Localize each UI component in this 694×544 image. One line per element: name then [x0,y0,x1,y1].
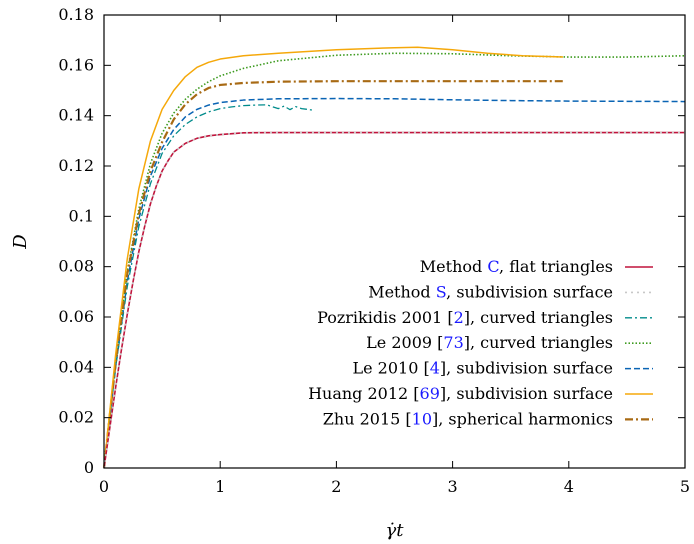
legend-reference-link[interactable]: 10 [412,409,432,428]
plot-frame [103,14,686,469]
legend-label-text: Pozrikidis 2001 [ [317,308,453,327]
y-tick-label: 0.06 [58,307,94,326]
x-tick-label: 1 [215,477,225,496]
y-tick-label: 0.16 [58,55,94,74]
legend-label-text: ], subdivision surface [440,359,613,378]
x-tick-label: 4 [564,477,574,496]
legend-reference-link[interactable]: C [487,257,499,276]
y-tick-label: 0.14 [58,106,94,125]
legend-reference-link[interactable]: S [436,282,446,301]
series-line [103,131,685,469]
y-tick-label: 0.12 [58,156,94,175]
legend-label: Le 2009 [73], curved triangles [366,333,613,352]
legend-reference-link[interactable]: 73 [443,333,463,352]
series-line [103,97,686,469]
x-tick-label: 5 [680,477,690,496]
y-tick-label: 0 [84,458,94,477]
legend-label-text: ], spherical harmonics [432,409,613,428]
legend-label: Zhu 2015 [10], spherical harmonics [323,409,613,428]
y-tick-label: 0.04 [58,357,94,376]
series-line [103,46,564,469]
legend-label-text: Zhu 2015 [ [323,409,412,428]
legend-label: Huang 2012 [69], subdivision surface [308,384,613,403]
y-tick-label: 0.08 [58,257,94,276]
legend-label-text: Le 2010 [ [352,359,429,378]
x-tick-label: 2 [331,477,341,496]
x-tick-label: 0 [99,477,109,496]
legend-label-text: , subdivision surface [446,282,613,301]
x-axis-label: γ̇t [386,520,405,541]
legend-label-text: ], curved triangles [464,333,613,352]
y-tick-label: 0.02 [58,408,94,427]
legend-label: Method S, subdivision surface [368,282,613,301]
legend-label-text: , flat triangles [499,257,613,276]
series-line [102,80,563,469]
legend-reference-link[interactable]: 2 [454,308,464,327]
y-tick-label: 0.18 [58,5,94,24]
y-tick-label: 0.1 [69,206,94,225]
series-line [103,104,314,469]
legend-label: Le 2010 [4], subdivision surface [352,359,613,378]
legend-label: Pozrikidis 2001 [2], curved triangles [317,308,613,327]
series-layer [102,46,686,469]
legend-label: Method C, flat triangles [420,257,613,276]
y-axis-label: D [10,234,31,250]
legend-reference-link[interactable]: 69 [420,384,440,403]
legend-label-text: Huang 2012 [ [308,384,419,403]
legend-label-text: Method [420,257,488,276]
legend-label-text: ], curved triangles [464,308,613,327]
legend-label-text: Le 2009 [ [366,333,443,352]
series-line [103,52,686,469]
legend-reference-link[interactable]: 4 [430,359,440,378]
x-tick-label: 3 [448,477,458,496]
legend-label-text: Method [368,282,436,301]
ticks-layer: 0 1 2 3 4 5 0 0.02 0.04 0.06 0.08 0.1 0.12 0.14 0.16 0.… [58,5,690,496]
legend-label-text: ], subdivision surface [440,384,613,403]
